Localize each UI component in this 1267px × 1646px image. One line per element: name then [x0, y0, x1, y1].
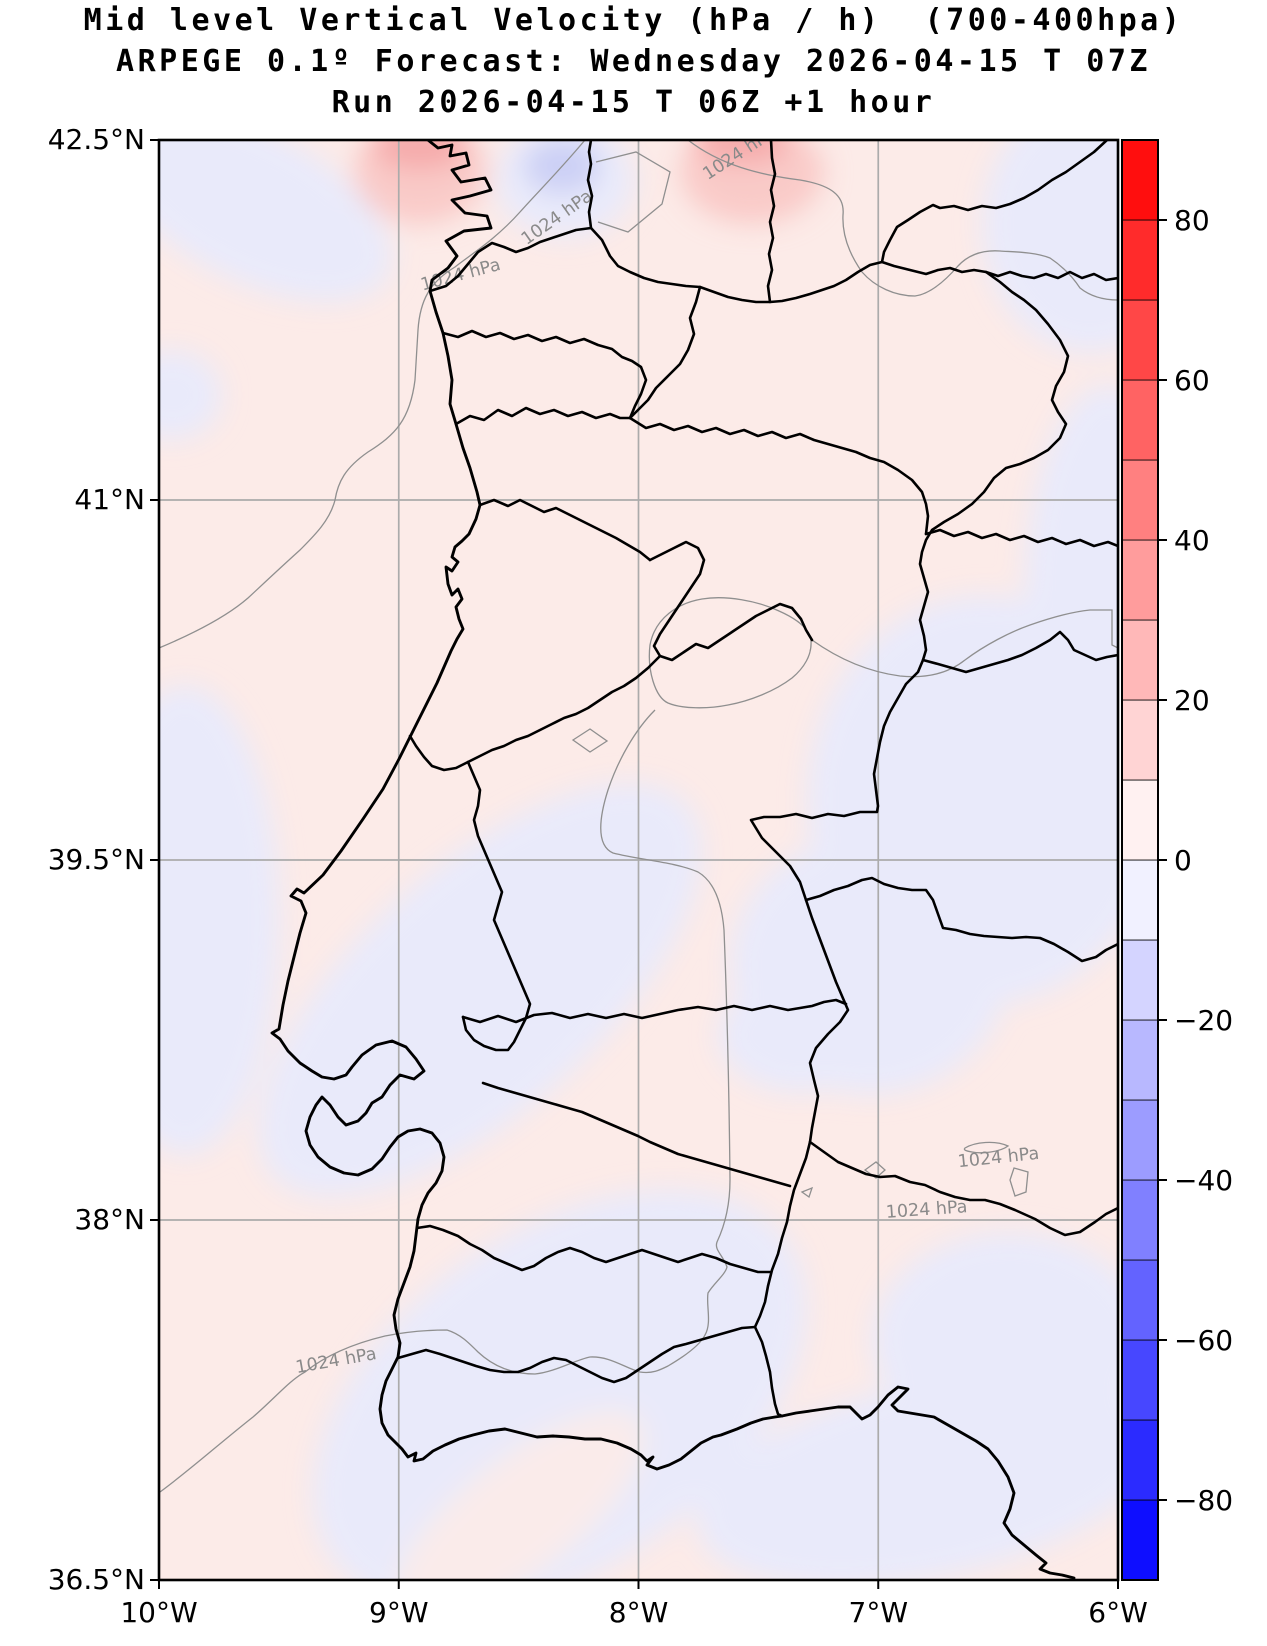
colorbar-segment [1121, 219, 1159, 301]
colorbar-segment [1121, 539, 1159, 621]
isobar-1024-line [595, 151, 671, 233]
colorbar-segment [1121, 459, 1159, 541]
admin-boundary [648, 540, 814, 662]
admin-boundary [628, 416, 930, 536]
field-patch [680, 140, 824, 224]
lon-tick-label: 7°W [849, 1596, 909, 1629]
colorbar-tick-label: 0 [1174, 844, 1192, 877]
colorbar-segment [1121, 1499, 1159, 1581]
isobar-1024-line [687, 140, 1118, 301]
admin-boundary [749, 270, 1070, 1418]
admin-boundary [921, 630, 1118, 674]
admin-boundary [396, 1325, 757, 1384]
field-patch [354, 140, 486, 224]
admin-boundary [478, 498, 652, 562]
colorbar-segment [1121, 379, 1159, 461]
colorbar-segment [1121, 1099, 1159, 1181]
field-patch [312, 1189, 808, 1580]
colorbar-segment [1121, 779, 1159, 861]
colorbar-tick-label: −80 [1174, 1484, 1233, 1517]
field-patch [159, 350, 222, 440]
admin-boundary [924, 528, 1118, 548]
lon-tick-label: 6°W [1088, 1596, 1148, 1629]
colorbar-tick-label: −20 [1174, 1004, 1233, 1037]
isobar-1024-line [571, 728, 609, 753]
admin-boundary [461, 998, 848, 1024]
lat-tick-label: 36.5°N [48, 1563, 145, 1596]
colorbar-tick-label: −40 [1174, 1164, 1233, 1197]
admin-boundary [428, 226, 1118, 304]
colorbar-segment [1121, 619, 1159, 701]
admin-boundary [415, 1224, 772, 1274]
isobar-1024-line [648, 597, 812, 709]
isobar-contours [159, 140, 1118, 1493]
field-patch [872, 1232, 1118, 1448]
colorbar-tick-label: 20 [1174, 684, 1210, 717]
colorbar-segment [1121, 1259, 1159, 1341]
isobar-1024-line [1009, 1167, 1029, 1197]
lon-tick-label: 8°W [609, 1596, 669, 1629]
colorbar-segment [1121, 699, 1159, 781]
colorbar-segment [1121, 1419, 1159, 1501]
colorbar-segment [1121, 1019, 1159, 1101]
field-patch [982, 140, 1118, 353]
coastline [270, 140, 1076, 1580]
admin-boundary [481, 1081, 792, 1188]
colorbar-segment [1121, 1179, 1159, 1261]
colorbar-tick-label: 40 [1174, 524, 1210, 557]
field-patch [159, 685, 280, 1155]
title-line-3: Run 2026-04-15 T 06Z +1 hour [331, 85, 936, 120]
field-patch [395, 1411, 645, 1580]
admin-boundary [586, 140, 594, 230]
field-patch [257, 783, 703, 1197]
lon-tick-label: 10°W [120, 1596, 197, 1629]
lon-tick-label: 9°W [369, 1596, 429, 1629]
title-block: Mid level Vertical Velocity (hPa / h) (7… [0, 0, 1267, 123]
title-line-1: Mid level Vertical Velocity (hPa / h) (7… [83, 3, 1184, 38]
admin-boundary [808, 1140, 1118, 1237]
title-line-2: ARPEGE 0.1º Forecast: Wednesday 2026-04-… [116, 44, 1151, 79]
admin-boundary [461, 760, 532, 1052]
colorbar-segment [1121, 939, 1159, 1021]
colorbar-segment [1121, 859, 1159, 941]
isobar-1024-line [159, 140, 586, 649]
colorbar-tick-label: −60 [1174, 1324, 1233, 1357]
field-patches [159, 140, 1118, 1580]
colorbar-tick-label: 80 [1174, 204, 1210, 237]
boundaries [270, 140, 1118, 1580]
field-patch [159, 140, 393, 303]
lat-tick-label: 41°N [74, 483, 145, 516]
colorbar-tick-label: 60 [1174, 364, 1210, 397]
isobar-1024-line [159, 709, 731, 1493]
admin-boundary [441, 329, 648, 420]
admin-boundary [880, 140, 1109, 264]
admin-boundary [766, 140, 777, 304]
colorbar-segment [1121, 299, 1159, 381]
isobar-1024-line [800, 1186, 814, 1199]
isobar-1024-line [811, 609, 1118, 678]
axes-labels: 42.5°N 41°N 39.5°N 38°N 36.5°N10°W 9°W 8°W 7°W 6… [48, 123, 1148, 1629]
admin-boundary [804, 876, 1118, 963]
lat-tick-label: 39.5°N [48, 843, 145, 876]
admin-boundary [454, 406, 632, 426]
field-patch [372, 140, 468, 170]
admin-boundary [628, 285, 702, 420]
colorbar-segment [1121, 1339, 1159, 1421]
colorbar-segment [1121, 139, 1159, 221]
colorbar: 80 60 40 20 0 −20 −40 −60 −80 [1121, 139, 1233, 1581]
lat-tick-label: 42.5°N [48, 123, 145, 156]
isobar-1024-line [963, 1141, 1010, 1154]
admin-boundary [408, 654, 662, 772]
lat-tick-label: 38°N [74, 1203, 145, 1236]
field-patch [718, 977, 882, 1093]
